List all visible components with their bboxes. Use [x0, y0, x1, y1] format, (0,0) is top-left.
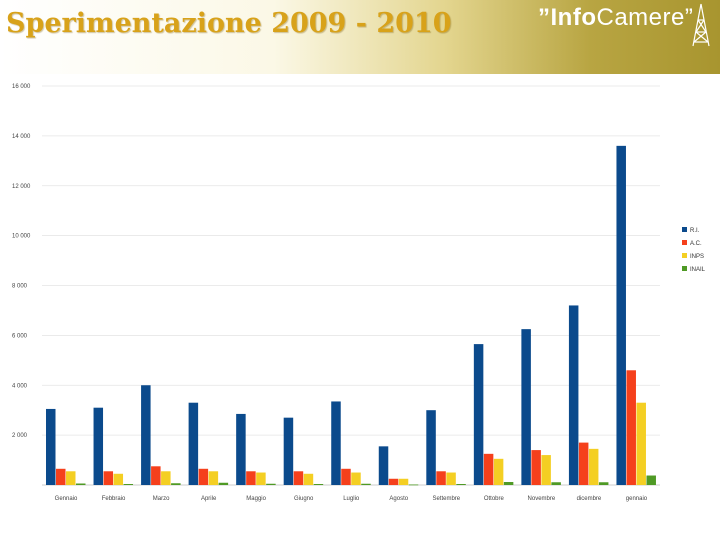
y-tick-label: 14 000 — [12, 134, 31, 140]
bar — [56, 468, 66, 485]
header-banner: Sperimentazione 2009 - 2010 ”InfoCamere” — [0, 0, 720, 74]
bar — [378, 446, 389, 485]
bar — [588, 448, 599, 485]
bar — [636, 402, 646, 485]
bar — [521, 329, 531, 485]
y-tick-label: 6 000 — [12, 333, 28, 339]
bar — [456, 484, 466, 485]
bar — [283, 417, 294, 485]
bar — [303, 473, 314, 485]
legend-label: R.I. — [690, 228, 700, 234]
bar — [351, 472, 361, 485]
legend-swatch — [682, 253, 687, 258]
x-tick-label: Gennaio — [55, 496, 78, 502]
bar — [361, 483, 371, 485]
bar — [426, 410, 436, 485]
bar — [161, 471, 171, 485]
logo-text-camere: Camere” — [596, 4, 694, 31]
legend-swatch — [682, 227, 687, 232]
bar — [436, 471, 446, 485]
bar — [266, 483, 276, 485]
legend-label: INPS — [690, 254, 704, 260]
bar — [246, 471, 256, 485]
bar — [626, 370, 636, 485]
bar — [646, 475, 656, 485]
x-tick-label: Marzo — [153, 496, 170, 502]
bar — [76, 483, 86, 485]
x-tick-label: Maggio — [246, 496, 266, 502]
bar — [236, 413, 246, 485]
bar — [293, 471, 304, 485]
x-axis: Gennaio Febbraio Marzo Aprile Maggio Giugno Lu… — [55, 496, 648, 502]
bar — [446, 472, 456, 485]
bar — [531, 450, 541, 485]
legend-label: A.C. — [690, 241, 702, 247]
bar — [473, 344, 484, 485]
bar — [151, 466, 161, 485]
y-tick-label: 2 000 — [12, 433, 28, 439]
x-tick-label: Aprile — [201, 496, 217, 502]
logo-text-info: ”Info — [538, 4, 597, 31]
bar — [141, 385, 151, 485]
bar — [171, 483, 181, 485]
y-tick-label: 12 000 — [12, 184, 31, 190]
bar — [218, 482, 229, 485]
bar — [408, 484, 419, 486]
bar — [46, 408, 56, 485]
x-tick-label: Luglio — [343, 496, 360, 502]
y-axis: 16 000 14 000 12 000 10 000 8 000 6 000 4 000 2… — [12, 84, 31, 439]
bar — [551, 482, 561, 485]
x-tick-label: Agosto — [389, 496, 408, 502]
antenna-icon — [692, 3, 710, 47]
bar — [568, 305, 579, 485]
bar-chart: 16 000 14 000 12 000 10 000 8 000 6 000 4 000 2… — [12, 84, 706, 502]
bar — [66, 471, 76, 485]
bar — [578, 442, 589, 485]
chart-legend: R.I. A.C. INPS INAIL — [682, 227, 706, 273]
y-tick-label: 8 000 — [12, 284, 28, 290]
y-tick-label: 16 000 — [12, 84, 31, 90]
legend-swatch — [682, 266, 687, 271]
x-tick-label: dicembre — [577, 496, 602, 502]
bar — [123, 484, 134, 485]
bar — [483, 453, 494, 485]
bar — [198, 468, 209, 485]
infocamere-logo: ”InfoCamere” — [538, 4, 693, 32]
y-tick-label: 10 000 — [12, 234, 31, 240]
y-tick-label: 4 000 — [12, 383, 28, 389]
bar — [398, 478, 409, 485]
x-tick-label: Novembre — [528, 496, 556, 502]
chart-bars — [46, 145, 656, 486]
bar — [256, 472, 266, 485]
chart-grid — [42, 85, 660, 486]
bar — [598, 482, 609, 485]
bar — [313, 484, 324, 485]
bar — [93, 407, 104, 485]
bar — [341, 468, 351, 485]
x-tick-label: Ottobre — [484, 496, 505, 502]
bar — [503, 482, 514, 485]
bar — [616, 145, 626, 485]
bar — [331, 401, 341, 485]
x-tick-label: Settembre — [432, 496, 460, 502]
bar — [188, 402, 199, 485]
legend-swatch — [682, 240, 687, 245]
bar — [388, 478, 399, 485]
x-tick-label: Giugno — [294, 496, 314, 502]
x-tick-label: gennaio — [626, 496, 648, 502]
legend-label: INAIL — [690, 267, 706, 273]
bar — [103, 471, 114, 485]
bar — [541, 455, 551, 485]
x-tick-label: Febbraio — [102, 496, 126, 502]
bar — [493, 458, 504, 485]
bar — [208, 471, 219, 485]
page-title: Sperimentazione 2009 - 2010 — [6, 8, 452, 39]
bar — [113, 473, 124, 485]
